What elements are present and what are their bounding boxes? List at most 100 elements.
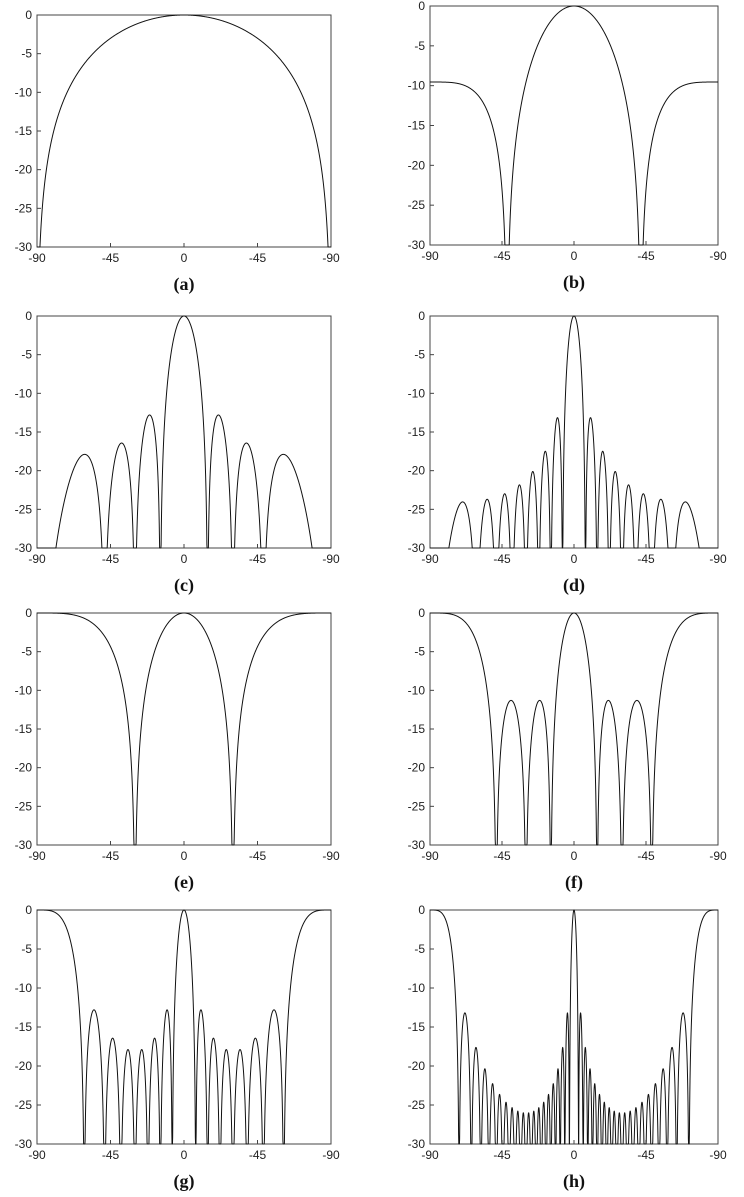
x-tick-label: 0 — [181, 849, 188, 863]
y-tick-label: -5 — [21, 645, 32, 659]
pattern-curve — [36, 612, 332, 846]
pattern-curve — [429, 612, 719, 846]
plot-frame — [36, 14, 332, 248]
y-tick-label: -25 — [408, 1098, 426, 1112]
pattern-curve — [36, 315, 332, 549]
x-tick-label: -90 — [709, 1148, 727, 1162]
x-tick-label: -45 — [102, 1148, 120, 1162]
pattern-curve — [429, 5, 719, 246]
y-tick-label: -30 — [15, 541, 33, 555]
y-tick-label: -5 — [21, 942, 32, 956]
y-tick-label: -10 — [408, 79, 426, 93]
x-tick-label: -90 — [421, 849, 439, 863]
y-tick-label: -20 — [408, 464, 426, 478]
panel-c: -90 -45 0 -45 -90 0 -5 -10 -15 -20 -25 -30 (c) — [15, 309, 340, 596]
y-tick-label: -20 — [15, 163, 33, 177]
y-tick-label: -5 — [414, 645, 425, 659]
x-tick-label: 0 — [571, 849, 578, 863]
plot-frame — [36, 909, 332, 1145]
y-tick-label: -25 — [15, 1098, 33, 1112]
x-tick-label: -45 — [493, 249, 511, 263]
panel-b: -90 -45 0 -45 -90 0 -5 -10 -15 -20 -25 -30 (b) — [408, 0, 727, 293]
y-tick-label: 0 — [418, 309, 425, 323]
y-tick-label: 0 — [418, 606, 425, 620]
y-tick-label: 0 — [418, 0, 425, 13]
x-tick-label: -90 — [28, 849, 46, 863]
x-tick-label: -45 — [493, 1148, 511, 1162]
y-tick-label: 0 — [418, 903, 425, 917]
y-tick-label: -25 — [15, 201, 33, 215]
y-tick-label: -30 — [15, 1137, 33, 1151]
panel-caption: (c) — [174, 575, 194, 596]
x-tick-label: -45 — [637, 552, 655, 566]
x-tick-label: 0 — [181, 1148, 188, 1162]
x-tick-label: 0 — [571, 1148, 578, 1162]
panel-caption: (d) — [563, 575, 585, 596]
x-tick-label: -90 — [28, 552, 46, 566]
y-tick-label: -20 — [408, 761, 426, 775]
x-tick-label: 0 — [181, 552, 188, 566]
x-tick-label: -45 — [102, 552, 120, 566]
y-tick-label: -15 — [408, 1020, 426, 1034]
pattern-curve — [429, 909, 719, 1145]
panel-d: -90 -45 0 -45 -90 0 -5 -10 -15 -20 -25 -30 (d) — [408, 309, 727, 596]
y-tick-label: -10 — [15, 85, 33, 99]
y-tick-label: -5 — [414, 39, 425, 53]
x-tick-label: 0 — [571, 552, 578, 566]
y-tick-label: -30 — [408, 541, 426, 555]
x-tick-label: 0 — [181, 251, 188, 265]
x-tick-label: -90 — [709, 552, 727, 566]
x-tick-label: -45 — [249, 849, 267, 863]
y-tick-label: -30 — [408, 1137, 426, 1151]
x-tick-label: -90 — [28, 251, 46, 265]
y-tick-label: -30 — [408, 238, 426, 252]
y-tick-label: 0 — [25, 8, 32, 22]
y-tick-label: -15 — [15, 1020, 33, 1034]
x-tick-label: -45 — [493, 552, 511, 566]
y-tick-label: -30 — [15, 838, 33, 852]
pattern-curve — [36, 909, 332, 1145]
x-tick-label: -90 — [322, 251, 340, 265]
panel-a: -90 -45 0 -45 -90 0 -5 -10 -15 -20 -25 -30 (a) — [15, 8, 340, 295]
y-tick-label: -15 — [408, 119, 426, 133]
plot-frame — [429, 612, 719, 846]
y-tick-label: -5 — [414, 348, 425, 362]
y-tick-label: 0 — [25, 903, 32, 917]
y-tick-label: -25 — [408, 799, 426, 813]
plot-frame — [36, 612, 332, 846]
x-tick-label: -45 — [493, 849, 511, 863]
x-tick-label: -45 — [102, 849, 120, 863]
x-tick-label: -90 — [322, 552, 340, 566]
y-tick-label: -30 — [15, 240, 33, 254]
y-tick-label: -15 — [15, 425, 33, 439]
plot-frame — [429, 909, 719, 1145]
y-tick-label: -20 — [15, 464, 33, 478]
y-tick-label: -25 — [408, 502, 426, 516]
y-tick-label: -30 — [408, 838, 426, 852]
x-tick-label: -45 — [102, 251, 120, 265]
panel-f: -90 -45 0 -45 -90 0 -5 -10 -15 -20 -25 -30 (f) — [408, 606, 727, 893]
x-tick-label: -45 — [249, 1148, 267, 1162]
x-tick-label: -45 — [249, 552, 267, 566]
panel-g: -90 -45 0 -45 -90 0 -5 -10 -15 -20 -25 -30 (g) — [15, 903, 340, 1192]
y-tick-label: -25 — [15, 502, 33, 516]
x-tick-label: -90 — [421, 1148, 439, 1162]
x-tick-label: -45 — [249, 251, 267, 265]
y-tick-label: 0 — [25, 606, 32, 620]
plot-frame — [429, 315, 719, 549]
plot-frame — [429, 5, 719, 246]
panel-caption: (f) — [565, 872, 583, 893]
x-tick-label: -90 — [421, 552, 439, 566]
panel-caption: (b) — [563, 272, 585, 293]
y-tick-label: -25 — [15, 799, 33, 813]
y-tick-label: -15 — [15, 722, 33, 736]
x-tick-label: -90 — [322, 849, 340, 863]
y-tick-label: -20 — [408, 1059, 426, 1073]
y-tick-label: -5 — [21, 47, 32, 61]
y-tick-label: 0 — [25, 309, 32, 323]
y-tick-label: -20 — [15, 1059, 33, 1073]
y-tick-label: -15 — [15, 124, 33, 138]
y-tick-label: -20 — [15, 761, 33, 775]
y-tick-label: -10 — [15, 981, 33, 995]
